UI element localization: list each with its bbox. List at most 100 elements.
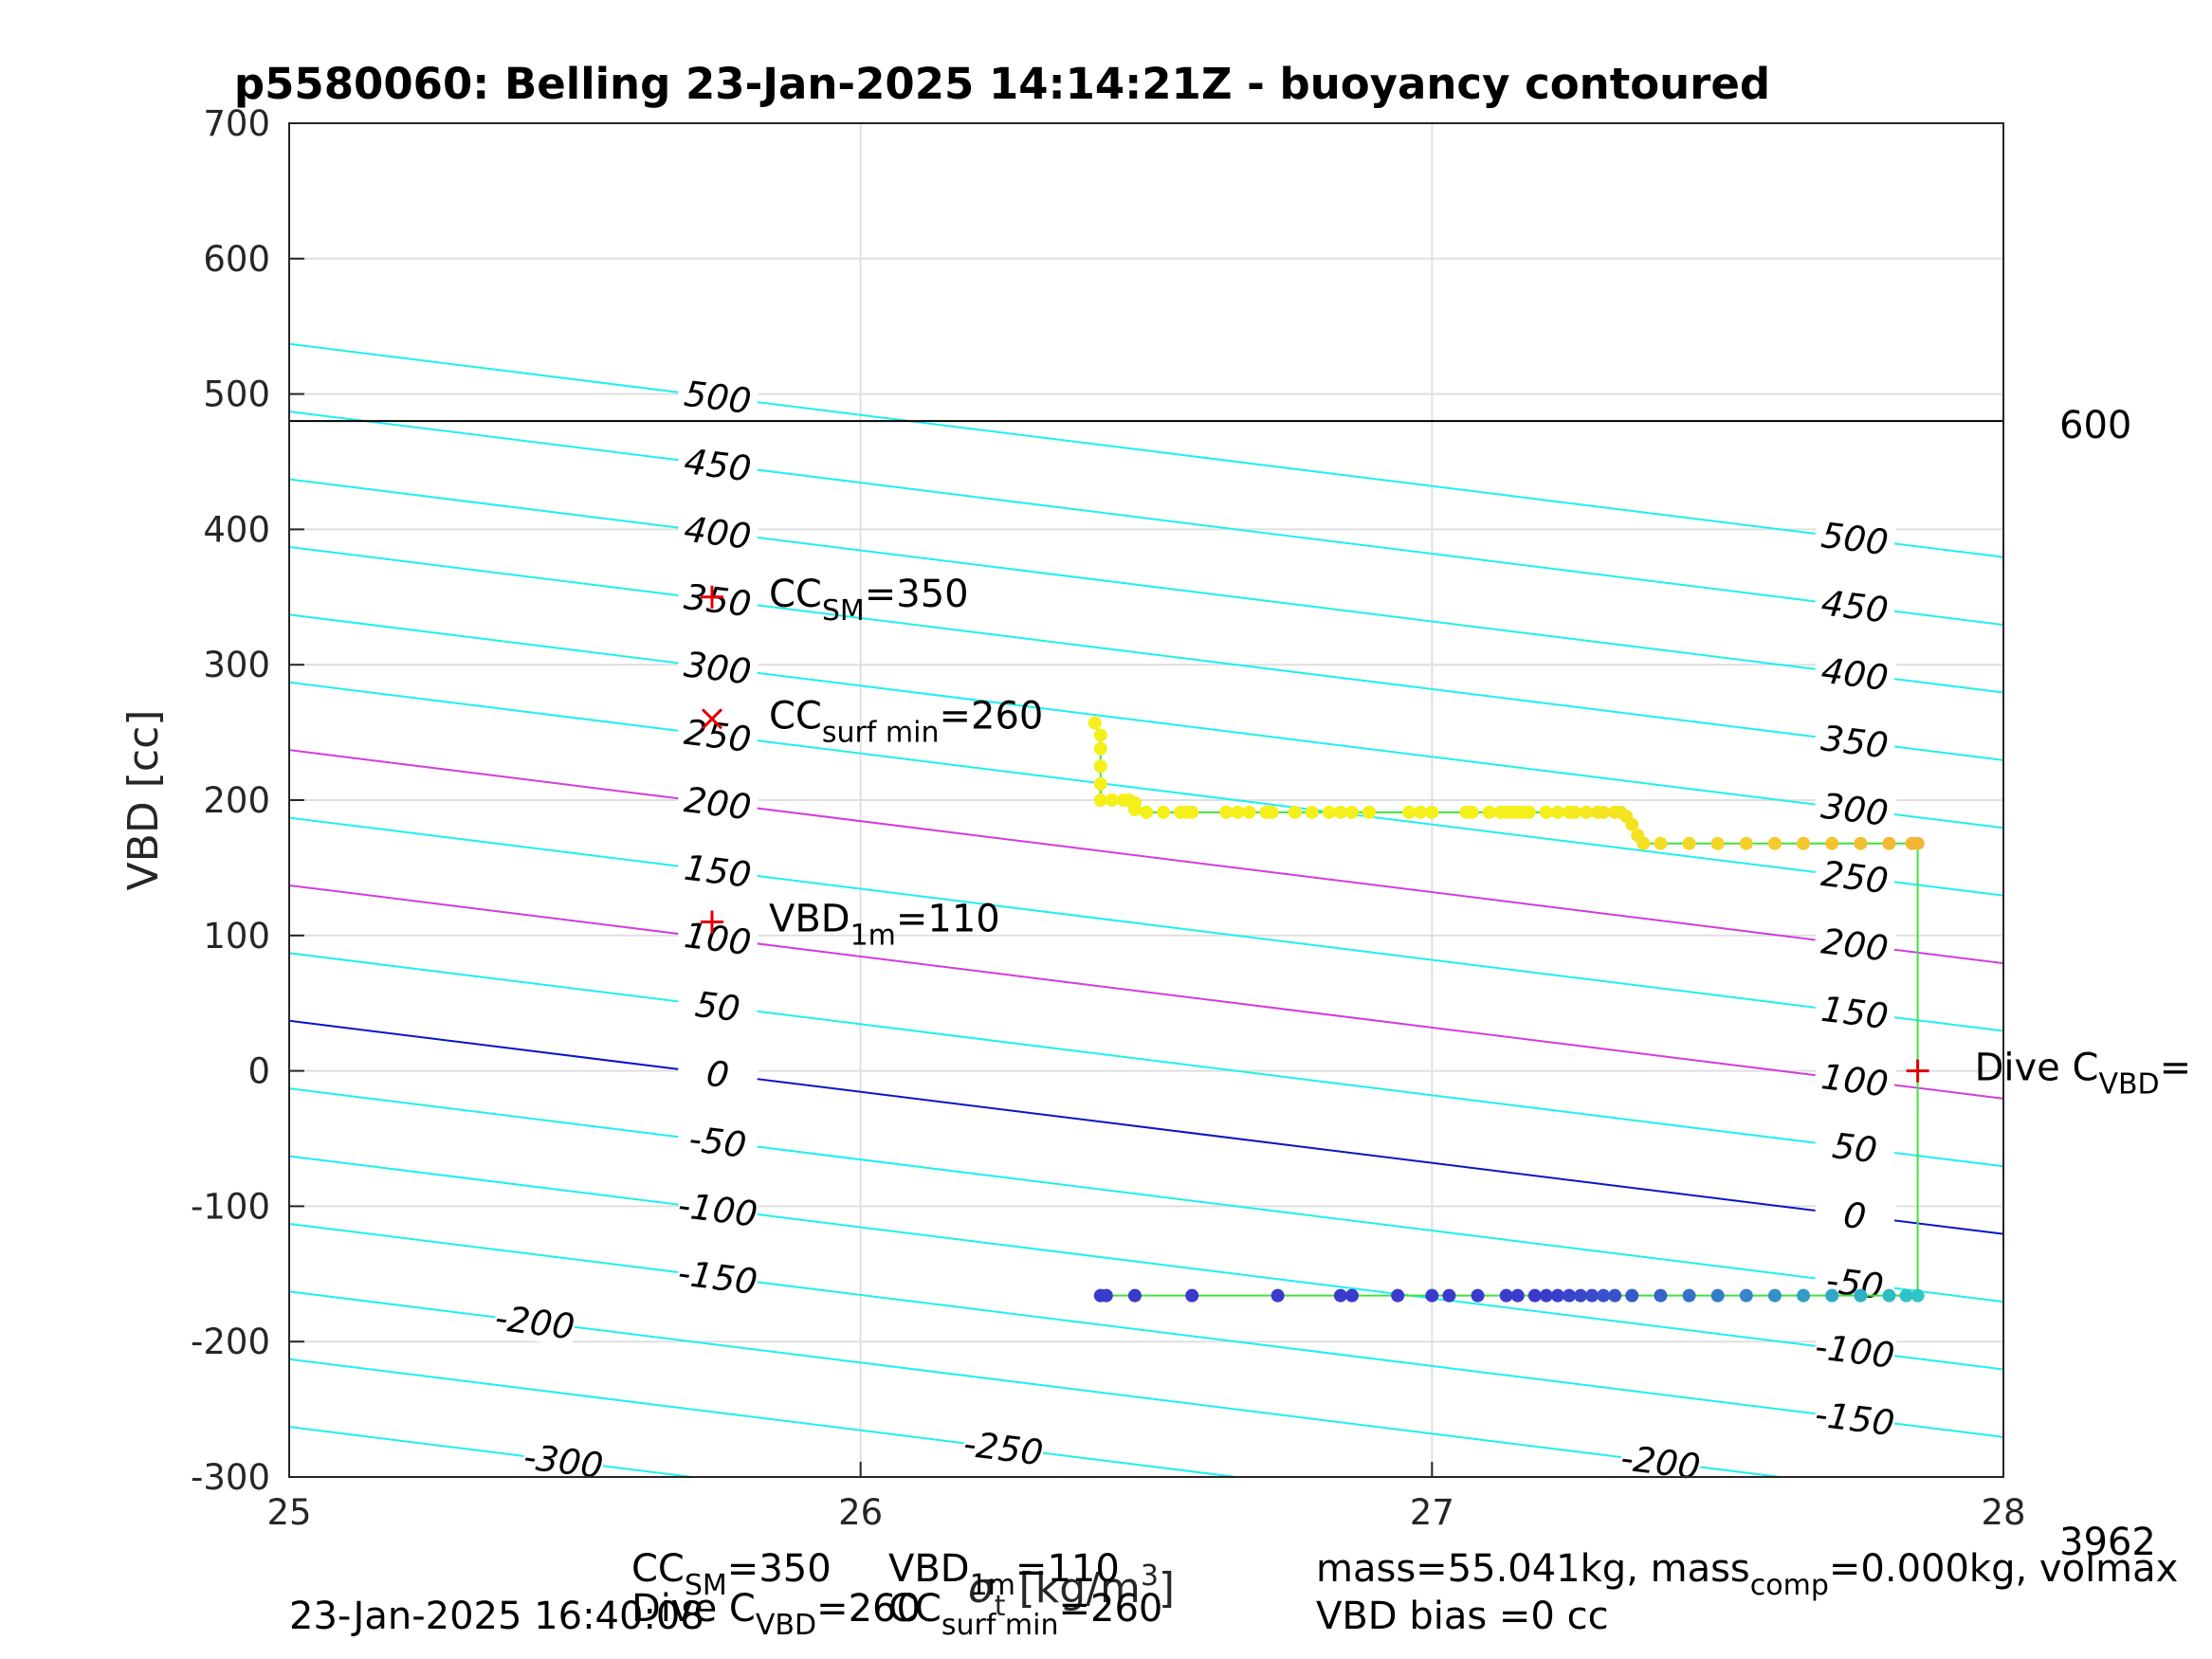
y-tick-label: 0 — [247, 1051, 270, 1092]
contour-label-right-bg — [1813, 919, 1897, 969]
data-point — [1344, 805, 1359, 819]
footer: 23-Jan-2025 16:40:08 CCSM=350 VBD1m=110 D… — [289, 1547, 2178, 1642]
data-point — [1093, 793, 1107, 807]
marker-label-cc_sm: CCSM=350 — [769, 573, 969, 628]
data-point — [1882, 836, 1896, 850]
data-point — [1608, 1288, 1622, 1303]
data-point — [1305, 805, 1319, 819]
data-point — [1574, 1288, 1588, 1303]
contour-label-left: 300 — [682, 644, 753, 692]
x-tick-label: 27 — [1410, 1492, 1454, 1533]
data-point — [1550, 1288, 1564, 1303]
y-tick-label: 600 — [203, 239, 270, 280]
data-point — [1597, 1288, 1611, 1303]
data-point — [1767, 1288, 1782, 1303]
contour-line — [289, 613, 2003, 830]
contour-label-right: -100 — [1813, 1326, 1897, 1376]
markers: CCSM=350 CCsurf min=260 VBD1m=110 Dive CVBD… — [700, 573, 2191, 1102]
footer-mass: mass=55.041kg, masscomp=0.000kg, volmax — [1316, 1547, 2178, 1602]
contour-label-left: 450 — [682, 441, 753, 489]
data-point — [1739, 836, 1753, 850]
contour-line — [289, 884, 2003, 1100]
data-point — [1425, 805, 1439, 819]
marker-x — [701, 708, 723, 730]
contour-label-right-bg — [1813, 580, 1897, 630]
contour-line — [289, 1019, 2003, 1235]
data-point — [1882, 1288, 1896, 1303]
data-point — [1322, 805, 1336, 819]
data-point — [1088, 716, 1102, 730]
contour-label-right: 350 — [1819, 718, 1891, 766]
marker-label-cc_surf_min: CCsurf min=260 — [769, 694, 1043, 749]
data-point — [1425, 1288, 1439, 1303]
data-point — [1854, 836, 1868, 850]
contour-label-left-bg — [675, 1251, 760, 1302]
y-tick-label: 500 — [203, 374, 270, 415]
contour-label-right: 150 — [1819, 989, 1891, 1037]
y-tick-label: 100 — [203, 916, 270, 957]
contour-label-right-bg — [1813, 1324, 1897, 1376]
contour-label-left-bg — [675, 642, 760, 692]
data-point — [1585, 1288, 1600, 1303]
contour-label-left: 400 — [682, 509, 753, 557]
contour-label-bottom-bg — [1618, 1436, 1703, 1486]
data-point — [1471, 1288, 1485, 1303]
contour-line — [289, 342, 2003, 558]
data-point — [1105, 793, 1119, 807]
contour-line — [289, 749, 2003, 965]
data-point — [1654, 836, 1668, 850]
data-point — [1231, 805, 1245, 819]
contour-label-bottom: -250 — [961, 1423, 1046, 1473]
data-point — [1442, 1288, 1456, 1303]
footer-line1: CCSM=350 VBD1m=110 — [631, 1547, 1120, 1602]
contour-line — [289, 1087, 2003, 1304]
data-point — [1344, 1288, 1359, 1303]
contour-label-right-bg — [1813, 513, 1897, 563]
contour-line — [289, 1222, 2003, 1438]
data-point — [1391, 1288, 1405, 1303]
data-point — [1093, 741, 1107, 756]
data-point — [1185, 1288, 1199, 1303]
x-tick-label: 26 — [838, 1492, 883, 1533]
contour-label-bottom-bg — [492, 1296, 577, 1346]
contour-label-right: 200 — [1819, 921, 1891, 969]
data-point — [1265, 805, 1279, 819]
data-point — [1333, 805, 1347, 819]
footer-vbd-bias: VBD bias =0 cc — [1316, 1595, 1609, 1638]
contour-label-left-bg — [675, 371, 760, 422]
contour-label-left-bg — [675, 777, 760, 828]
x-axis-label: σt [kg/m3] — [968, 1559, 1175, 1623]
footer-line2: Dive CVBD=260CCsurf min=260 — [631, 1587, 1162, 1642]
data-point — [1219, 805, 1234, 819]
data-point — [1093, 728, 1107, 742]
contour-label-left-bg — [675, 574, 760, 625]
contour-line — [289, 410, 2003, 627]
data-point — [1093, 759, 1107, 774]
y-tick-label: 200 — [203, 780, 270, 821]
contour-line — [289, 1155, 2003, 1371]
contour-label-bottom: -200 — [1618, 1437, 1703, 1487]
contour-line — [289, 1358, 1244, 1477]
data-point — [1140, 805, 1153, 819]
y-axis-label: VBD [cc] — [119, 710, 168, 891]
contour-label-right-bg — [1813, 647, 1897, 699]
data-point — [1499, 1288, 1513, 1303]
chart-title: p5580060: Belling 23-Jan-2025 14:14:21Z … — [234, 59, 1770, 109]
contour-label-right: 450 — [1819, 582, 1891, 630]
data-point — [1636, 836, 1651, 850]
data-point — [1362, 805, 1377, 819]
contour-label-right: -150 — [1813, 1394, 1897, 1444]
contour-label-left: 150 — [682, 848, 753, 896]
contour-line — [289, 478, 2003, 694]
data-point — [1682, 1288, 1696, 1303]
contour-label-right-bg — [1813, 716, 1897, 766]
contour-label-right-bg — [1813, 851, 1897, 902]
data-point — [1127, 802, 1142, 816]
data-point — [1539, 805, 1553, 819]
contour-label-right-bg — [1813, 1190, 1897, 1240]
y-tick-label: -200 — [191, 1322, 270, 1362]
contour-line — [289, 681, 2003, 897]
x-tick-label: 25 — [266, 1492, 311, 1533]
data-point — [1625, 1288, 1639, 1303]
contour-label-right-bg — [1813, 783, 1897, 833]
